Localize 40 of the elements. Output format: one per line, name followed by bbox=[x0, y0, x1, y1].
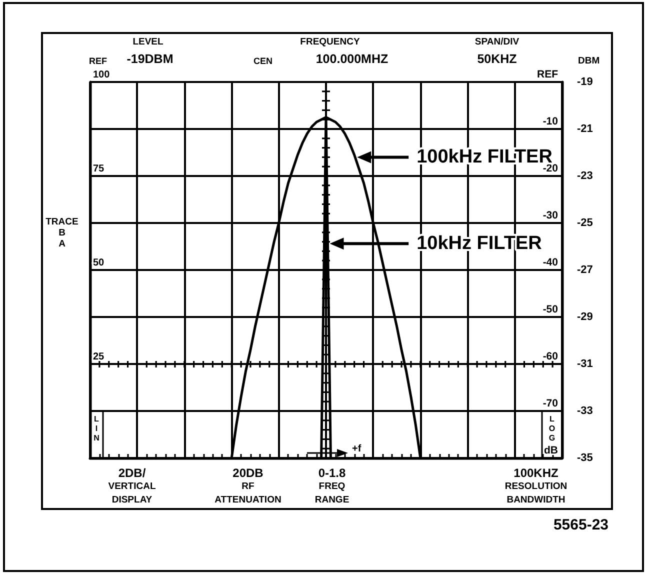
y-tick-label: -35 bbox=[577, 452, 593, 464]
y-axis-title: DBM bbox=[578, 56, 600, 66]
text: 0-1.8 FREQ RANGE bbox=[314, 466, 350, 506]
y3-tick-label: REF bbox=[537, 68, 559, 80]
y3-tick-label: -50 bbox=[542, 304, 558, 316]
text: 5565-23 bbox=[553, 516, 609, 534]
y-tick-label: -19 bbox=[577, 76, 593, 88]
y3-tick-label: dB bbox=[544, 444, 558, 456]
y-tick-label: -25 bbox=[577, 217, 593, 229]
y3-tick-label: -70 bbox=[542, 398, 558, 410]
text: 20DB RF ATTENUATION bbox=[214, 466, 282, 506]
text: 100.000MHZ bbox=[316, 52, 388, 66]
text: -19DBM bbox=[126, 52, 174, 66]
y-tick-label: -27 bbox=[577, 264, 593, 276]
text: SPAN/DIV bbox=[474, 36, 520, 48]
text: LEVEL bbox=[132, 36, 164, 48]
annotation: +f bbox=[352, 444, 362, 454]
text: FREQUENCY bbox=[300, 36, 360, 48]
y2-tick-label: 100 bbox=[93, 70, 110, 80]
y-tick-label: -23 bbox=[577, 170, 593, 182]
text: REF bbox=[89, 56, 108, 66]
annotation: LIN bbox=[94, 414, 100, 442]
text: CEN bbox=[253, 56, 273, 66]
text: 2DB/ VERTICAL DISPLAY bbox=[108, 466, 156, 506]
y2-tick-label: 75 bbox=[93, 164, 105, 174]
y-tick-label: -33 bbox=[577, 405, 593, 417]
y3-tick-label: -60 bbox=[542, 350, 558, 362]
y-tick-label: -31 bbox=[577, 358, 593, 370]
annotation: LOG bbox=[548, 414, 556, 442]
y2-tick-label: 50 bbox=[93, 258, 105, 268]
y3-tick-label: -20 bbox=[542, 162, 558, 174]
y2-tick-label: 25 bbox=[93, 352, 105, 362]
y-tick-label: -29 bbox=[577, 311, 593, 323]
y-tick-label: -21 bbox=[577, 123, 593, 135]
y3-tick-label: -40 bbox=[542, 256, 558, 268]
text: 100KHZ RESOLUTION BANDWIDTH bbox=[504, 466, 568, 506]
text: TRACE B A bbox=[46, 216, 78, 250]
y3-tick-label: -30 bbox=[542, 210, 558, 222]
text: 50KHZ bbox=[477, 52, 518, 66]
y3-tick-label: -10 bbox=[542, 116, 558, 128]
